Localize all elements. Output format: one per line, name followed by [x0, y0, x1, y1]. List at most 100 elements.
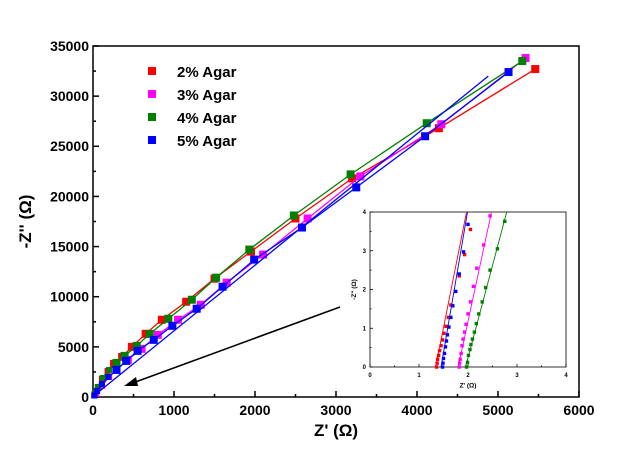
inset-data-point-5-agar [443, 345, 448, 349]
data-point-2-agar [127, 342, 136, 351]
data-point-2-agar [141, 329, 150, 338]
inset-y-tick-label: 0 [363, 365, 367, 371]
inset-data-point-2-agar [468, 227, 473, 232]
data-point-5-agar [94, 387, 101, 394]
inset-data-point-2-agar [437, 349, 442, 353]
inset-data-point-3-agar [466, 312, 470, 316]
data-point-4-agar [132, 341, 141, 350]
inset-data-point-2-agar [435, 357, 440, 361]
inset-data-point-2-agar [457, 274, 461, 278]
data-point-4-agar [120, 351, 129, 360]
y-tick-label: 25000 [50, 138, 89, 154]
inset-data-point-3-agar [462, 330, 467, 334]
inset-data-point-5-agar [440, 365, 445, 369]
data-point-4-agar [106, 366, 113, 373]
data-point-5-agar [504, 68, 513, 77]
data-point-2-agar [531, 65, 540, 74]
data-point-4-agar [99, 374, 106, 381]
inset-data-point-4-agar [472, 330, 477, 334]
inset-data-point-2-agar [446, 315, 451, 320]
inset-fit-line-3-agar [457, 211, 492, 368]
inset-data-point-3-agar [458, 357, 462, 361]
inset-data-point-2-agar [440, 338, 445, 342]
data-point-3-agar [259, 250, 268, 259]
inset-data-point-4-agar [468, 347, 472, 352]
x-tick-label: 5000 [482, 402, 513, 418]
data-point-5-agar [421, 132, 430, 141]
inset-data-point-2-agar [442, 331, 446, 335]
inset-x-tick-label: 3 [515, 373, 519, 379]
data-point-4-agar [422, 119, 431, 128]
inset-data-point-3-agar [461, 337, 465, 341]
inset-data-point-3-agar [488, 214, 492, 218]
inset-data-point-3-agar [468, 300, 473, 304]
data-point-4-agar [164, 314, 173, 323]
legend-marker-3-agar [148, 90, 156, 98]
x-tick-label: 4000 [401, 402, 432, 418]
data-point-4-agar [94, 383, 101, 390]
inset-x-tick-label: 4 [564, 373, 568, 379]
inset-data-point-4-agar [465, 360, 470, 365]
data-point-5-agar [192, 304, 201, 313]
data-point-5-agar [168, 321, 177, 330]
inset-data-point-5-agar [451, 304, 455, 308]
y-tick-label: 20000 [50, 188, 89, 204]
data-point-5-agar [218, 282, 227, 291]
inset-data-point-5-agar [447, 325, 451, 329]
inset-fit-line-4-agar [465, 211, 508, 368]
inset-y-axis-label: -Z'' (Ω) [351, 279, 358, 300]
data-point-4-agar [346, 170, 355, 179]
data-point-3-agar [303, 214, 312, 223]
data-point-4-agar [518, 57, 527, 66]
inset-y-tick-label: 2 [363, 288, 367, 294]
inset-data-point-5-agar [441, 356, 446, 361]
inset-data-point-3-agar [459, 351, 463, 356]
inset-data-point-3-agar [460, 343, 464, 348]
arrow-head [124, 377, 138, 386]
data-point-2-agar [157, 315, 166, 324]
data-point-5-agar [250, 255, 259, 264]
inset-data-point-2-agar [449, 303, 453, 307]
x-tick-label: 0 [89, 402, 97, 418]
y-tick-label: 0 [81, 389, 89, 405]
x-tick-label: 3000 [320, 402, 351, 418]
inset-data-point-5-agar [449, 315, 453, 320]
inset-data-point-3-agar [464, 322, 468, 327]
inset-data-point-4-agar [466, 353, 471, 358]
inset-data-point-3-agar [471, 284, 476, 289]
data-point-2-agar [182, 297, 191, 306]
data-point-3-agar [174, 315, 183, 324]
y-tick-label: 5000 [58, 339, 89, 355]
series-line-5-agar [93, 71, 509, 396]
legend-marker-4-agar [148, 113, 156, 121]
legend-label-5-agar: 5% Agar [177, 133, 237, 150]
data-point-3-agar [153, 330, 162, 339]
data-point-4-agar [212, 273, 221, 282]
inset-data-point-5-agar [445, 333, 450, 337]
inset-x-axis-label: Z' (Ω) [460, 383, 477, 390]
inset-x-tick-label: 2 [466, 373, 470, 379]
inset-fit-line-2-agar [435, 211, 467, 368]
data-point-5-agar [122, 356, 131, 365]
inset-y-tick-label: 3 [363, 249, 367, 255]
y-tick-label: 30000 [50, 88, 89, 104]
inset-data-point-2-agar [434, 365, 439, 369]
inset-data-point-3-agar [457, 365, 461, 369]
data-point-5-agar [297, 223, 306, 232]
inset-data-point-4-agar [470, 337, 475, 341]
legend-marker-5-agar [148, 136, 156, 144]
inset-data-point-4-agar [483, 285, 488, 290]
data-point-5-agar [91, 392, 98, 399]
data-point-2-agar [434, 124, 443, 133]
inset-y-tick-label: 1 [363, 326, 367, 332]
legend-label-3-agar: 3% Agar [177, 87, 237, 104]
series-line-4-agar [94, 60, 523, 395]
inset-data-point-5-agar [444, 339, 449, 343]
inset-data-point-4-agar [469, 342, 473, 347]
data-point-4-agar [245, 245, 254, 254]
y-axis-label: -Z'' (Ω) [16, 195, 35, 249]
data-point-3-agar [356, 172, 365, 181]
inset-y-tick-label: 4 [363, 210, 367, 216]
inset-data-point-4-agar [488, 268, 492, 272]
